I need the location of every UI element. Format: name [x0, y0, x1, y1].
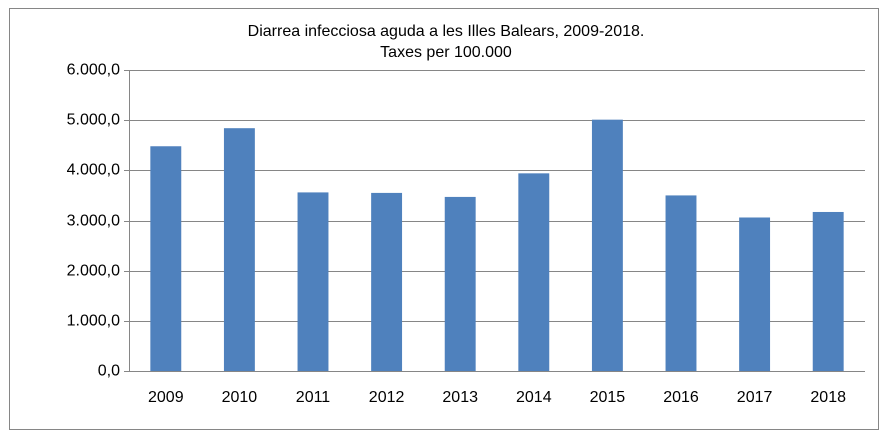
- bar: [591, 119, 623, 371]
- y-tick-label: 0,0: [98, 363, 120, 380]
- x-tick-label: 2013: [442, 389, 478, 406]
- y-tick-label: 2.000,0: [67, 263, 120, 280]
- bar: [223, 128, 255, 371]
- bar: [518, 173, 550, 371]
- bar: [371, 192, 403, 371]
- x-tick-label: 2016: [663, 389, 699, 406]
- bar: [297, 192, 329, 371]
- x-tick-label: 2009: [148, 389, 184, 406]
- y-tick-label: 6.000,0: [67, 62, 120, 79]
- y-tick-label: 5.000,0: [67, 112, 120, 129]
- bar: [444, 196, 476, 371]
- bar: [665, 195, 697, 371]
- chart-title: Diarrea infecciosa aguda a les Illes Bal…: [248, 23, 645, 40]
- bar: [739, 217, 771, 371]
- x-tick-label: 2017: [737, 389, 773, 406]
- x-tick-label: 2011: [296, 389, 331, 406]
- y-tick-label: 4.000,0: [67, 162, 120, 179]
- x-tick-label: 2015: [590, 389, 626, 406]
- bar: [150, 146, 182, 371]
- y-tick-label: 1.000,0: [67, 313, 120, 330]
- x-tick-label: 2010: [222, 389, 258, 406]
- x-tick-label: 2014: [516, 389, 552, 406]
- chart-title: Taxes per 100.000: [380, 44, 512, 61]
- y-tick-label: 3.000,0: [67, 213, 120, 230]
- x-tick-label: 2018: [810, 389, 846, 406]
- x-tick-label: 2012: [369, 389, 405, 406]
- bar: [812, 211, 844, 371]
